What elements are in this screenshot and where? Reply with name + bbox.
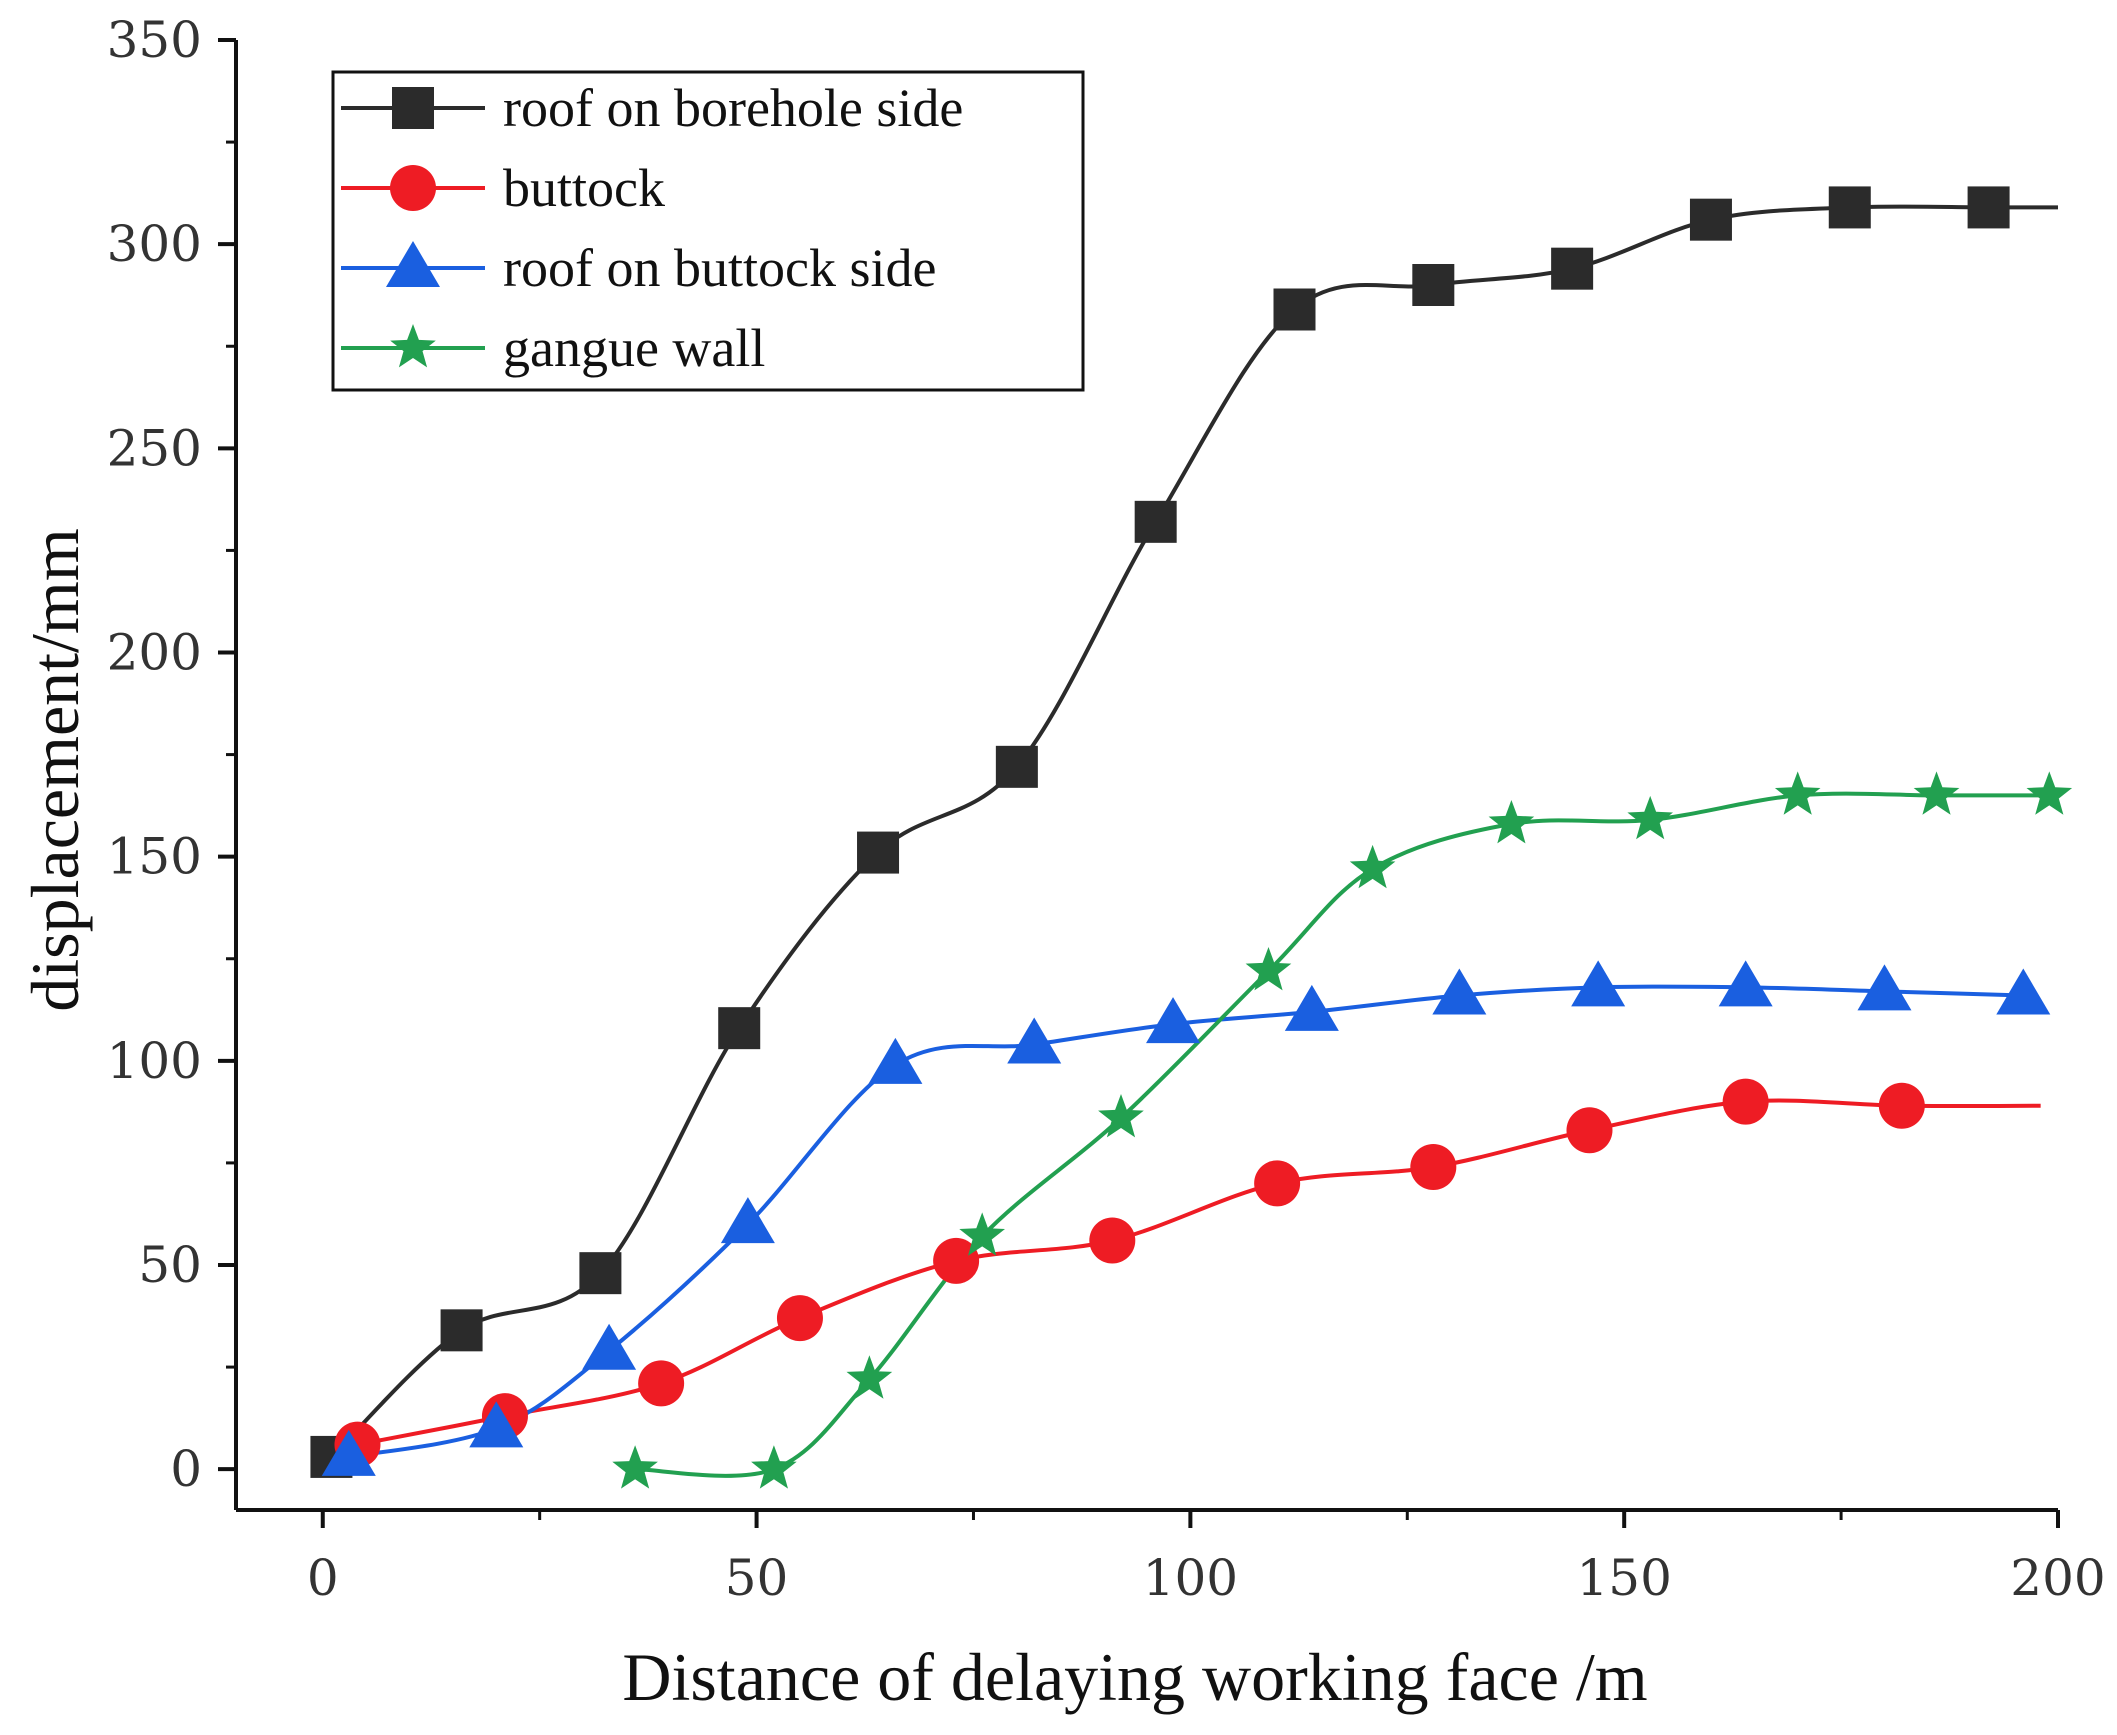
series-2-point-1 [469, 1401, 524, 1448]
series-1-point-5 [1089, 1217, 1136, 1264]
x-tick-label-200: 200 [2010, 1549, 2105, 1607]
y-tick-label-100: 100 [107, 1032, 202, 1090]
series-2-point-2 [582, 1323, 637, 1370]
y-tick-label-350: 350 [107, 11, 202, 69]
axes: 0 50 100 150 200 0 50 100 150 200 250 300 350 [107, 11, 2106, 1607]
series-0-point-4 [857, 831, 900, 874]
series-0-point-8 [1412, 264, 1455, 306]
series-2-point-8 [1432, 968, 1487, 1015]
y-tick-label-150: 150 [107, 828, 202, 886]
series-1-point-7 [1410, 1144, 1457, 1190]
series-2-point-3 [720, 1197, 775, 1244]
series-2-point-5 [1007, 1017, 1062, 1064]
x-axis-title: Distance of delaying working face /m [622, 1639, 1647, 1715]
series-0-point-10 [1689, 198, 1732, 241]
series-1-point-6 [1254, 1160, 1301, 1207]
y-tick-label-300: 300 [107, 215, 202, 273]
series-line-3 [635, 791, 2060, 1478]
series-0-point-1 [440, 1309, 483, 1352]
series-0-point-6 [1134, 500, 1177, 543]
series-0-point-7 [1273, 288, 1316, 331]
series-2-point-9 [1571, 960, 1626, 1007]
legend-marker-3 [390, 324, 436, 368]
series-3-point-7 [1488, 800, 1535, 844]
series-0-point-5 [995, 745, 1038, 788]
x-tick-label-50: 50 [725, 1549, 789, 1607]
series-3-point-0 [612, 1445, 658, 1489]
series-line-2 [348, 984, 2036, 1459]
series-3-point-6 [1349, 844, 1396, 889]
series-1-point-3 [776, 1295, 823, 1342]
legend: roof on borehole side buttock roof on butt… [331, 70, 1085, 392]
series-2-point-12 [1996, 968, 2051, 1015]
series-0-point-12 [1967, 186, 2010, 229]
y-tick-label-0: 0 [170, 1440, 202, 1498]
series-2-point-6 [1146, 997, 1201, 1044]
series-3-point-9 [1774, 771, 1821, 815]
series-2-point-11 [1857, 964, 1912, 1011]
series-1-point-9 [1722, 1078, 1769, 1125]
series-2-point-4 [868, 1037, 923, 1084]
series-3-point-4 [1098, 1094, 1144, 1138]
series-3-point-3 [959, 1212, 1005, 1256]
legend-label-3: gangue wall [503, 318, 765, 378]
series-2-point-7 [1284, 984, 1339, 1031]
x-tick-label-150: 150 [1576, 1549, 1671, 1607]
y-tick-label-200: 200 [107, 624, 202, 682]
series-0-point-11 [1828, 186, 1871, 229]
y-axis-title: displacement/mm [17, 528, 93, 1011]
series-3-point-1 [751, 1445, 797, 1489]
plot-area [310, 186, 2073, 1489]
series-1-point-10 [1878, 1082, 1925, 1129]
series-3-point-8 [1627, 795, 1673, 840]
legend-marker-2 [386, 241, 440, 287]
series-3-point-11 [2026, 771, 2073, 815]
series-1-point-2 [638, 1360, 685, 1407]
series-3-point-10 [1913, 771, 1960, 815]
y-tick-label-50: 50 [138, 1236, 202, 1294]
legend-marker-1 [390, 165, 436, 211]
x-tick-label-100: 100 [1143, 1549, 1238, 1607]
series-3-point-2 [846, 1355, 893, 1399]
series-1-point-4 [933, 1237, 980, 1284]
series-1-point-8 [1566, 1107, 1613, 1154]
series-0-point-2 [579, 1252, 622, 1295]
legend-label-2: roof on buttock side [503, 238, 936, 298]
y-tick-label-250: 250 [107, 419, 202, 477]
series-2-point-0 [321, 1429, 376, 1476]
series-0-point-9 [1551, 247, 1594, 290]
x-tick-label-0: 0 [307, 1549, 339, 1607]
series-3-point-5 [1245, 947, 1292, 991]
legend-label-0: roof on borehole side [503, 78, 963, 138]
series-0-point-3 [718, 1007, 761, 1050]
legend-box [331, 70, 1085, 392]
legend-marker-0 [392, 87, 434, 129]
legend-label-1: buttock [503, 158, 665, 218]
series-2-point-10 [1718, 960, 1773, 1007]
